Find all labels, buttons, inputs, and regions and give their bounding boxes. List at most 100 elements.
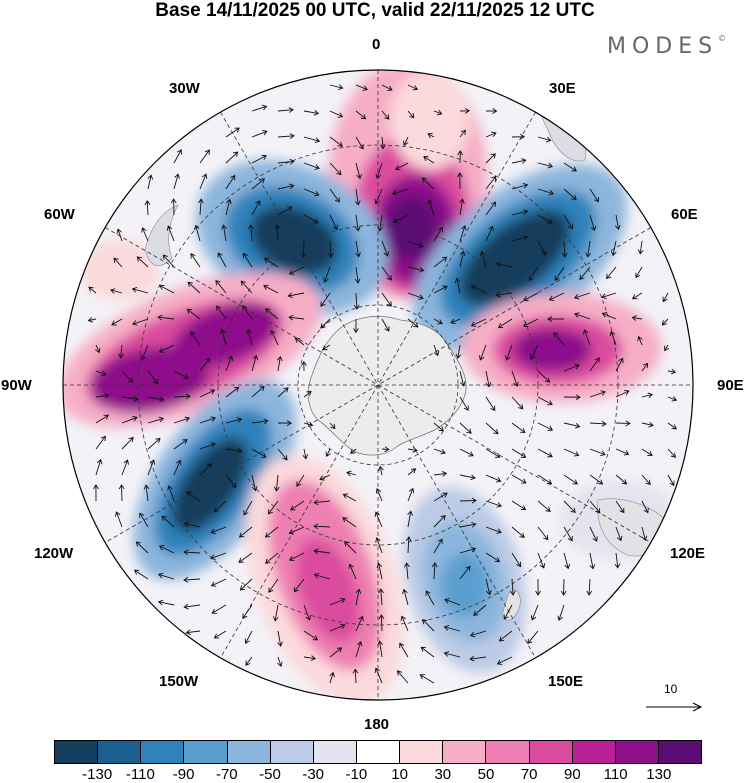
wind-arrow — [485, 474, 502, 483]
wind-arrow — [353, 318, 359, 334]
colorbar-tick-label: 50 — [477, 766, 495, 783]
wind-arrow — [381, 266, 392, 281]
wind-arrow — [407, 266, 425, 273]
wind-arrow — [251, 200, 261, 216]
modes-logo: MODES© — [607, 34, 726, 59]
wind-arrow — [511, 370, 519, 387]
wind-arrow — [473, 604, 487, 616]
wind-arrow — [422, 619, 435, 632]
wind-arrow — [216, 305, 227, 320]
wind-arrow — [637, 240, 644, 255]
wind-arrow — [455, 344, 462, 360]
wind-arrow — [251, 178, 265, 190]
wind-arrow — [111, 318, 123, 326]
wind-arrow — [287, 292, 305, 299]
wind-arrow — [563, 474, 578, 485]
wind-arrow — [277, 630, 283, 647]
wind-arrow — [459, 129, 466, 138]
wind-arrow — [329, 597, 346, 606]
wind-arrow — [641, 392, 653, 399]
wind-arrow — [187, 281, 201, 294]
wind-arrow — [157, 599, 175, 606]
wind-arrow — [563, 552, 571, 570]
wind-arrow — [352, 668, 359, 684]
wind-arrow — [95, 414, 109, 424]
wind-arrow — [667, 448, 676, 458]
wind-arrow — [277, 656, 283, 668]
wind-arrow — [290, 500, 305, 511]
logo-text: MODES — [607, 34, 719, 59]
lon-label-60e: 60E — [671, 206, 698, 223]
wind-arrow — [131, 287, 149, 294]
wind-arrow — [433, 226, 443, 242]
wind-arrow — [198, 198, 204, 216]
wind-arrow — [573, 292, 591, 300]
wind-arrow — [537, 500, 551, 512]
wind-arrow — [348, 563, 357, 580]
wind-arrow — [161, 515, 175, 528]
wind-arrow — [433, 471, 448, 477]
wind-arrow — [302, 448, 309, 460]
wind-arrow — [355, 136, 364, 150]
wind-arrow — [329, 214, 338, 231]
wind-arrow — [662, 292, 669, 303]
wind-arrow — [272, 604, 279, 622]
wind-arrow — [377, 214, 383, 232]
wind-arrow — [264, 526, 279, 538]
wind-arrow — [485, 175, 497, 190]
wind-arrow — [147, 370, 159, 385]
wind-arrow — [563, 448, 580, 457]
wind-arrow — [121, 459, 129, 476]
wind-arrow — [479, 250, 487, 268]
wind-arrow — [485, 552, 501, 563]
wind-arrow — [303, 109, 320, 116]
wind-arrow — [355, 588, 362, 606]
wind-arrow — [277, 107, 294, 113]
wind-arrow — [381, 292, 392, 307]
wind-arrow — [589, 188, 599, 203]
lon-label-30w: 30W — [169, 80, 200, 97]
wind-arrow — [225, 355, 234, 372]
wind-arrow — [303, 655, 317, 661]
wind-arrow — [350, 448, 357, 454]
wind-arrow — [121, 370, 134, 383]
wind-arrow — [329, 671, 335, 684]
wind-arrow — [325, 448, 331, 458]
wind-arrow — [459, 250, 466, 268]
wind-arrow — [407, 487, 415, 502]
wind-arrow — [173, 416, 191, 424]
wind-arrow — [199, 389, 216, 398]
wind-arrow — [147, 459, 156, 476]
colorbar-swatch — [55, 741, 99, 763]
wind-arrow — [511, 158, 527, 164]
wind-arrow — [303, 421, 314, 428]
wind-arrow — [251, 354, 259, 372]
wind-arrow — [615, 214, 621, 231]
wind-arrow — [329, 110, 344, 118]
wind-arrow — [173, 439, 188, 450]
wind-arrow — [375, 537, 383, 554]
wind-arrow — [485, 108, 498, 114]
wind-arrow — [354, 214, 361, 232]
wind-arrow — [329, 136, 343, 147]
colorbar-tick-label: -30 — [302, 766, 325, 783]
wind-arrow — [329, 188, 340, 203]
wind-arrow — [511, 500, 527, 511]
wind-arrow — [378, 465, 384, 476]
wind-arrow — [583, 329, 591, 346]
wind-arrow — [265, 552, 279, 564]
wind-arrow — [403, 136, 409, 146]
wind-arrow — [495, 261, 513, 268]
colorbar-swatch — [615, 741, 659, 763]
colorbar-tick-label: -10 — [345, 766, 368, 783]
wind-arrow — [664, 344, 670, 352]
wind-arrow — [186, 491, 201, 502]
wind-arrow — [355, 615, 364, 632]
wind-arrow — [251, 474, 258, 492]
colorbar-swatch — [572, 741, 616, 763]
wind-arrow — [641, 526, 648, 542]
wind-arrow — [377, 640, 383, 658]
wind-arrow — [87, 316, 97, 323]
wind-arrow — [392, 214, 409, 224]
wind-arrow — [631, 292, 643, 300]
